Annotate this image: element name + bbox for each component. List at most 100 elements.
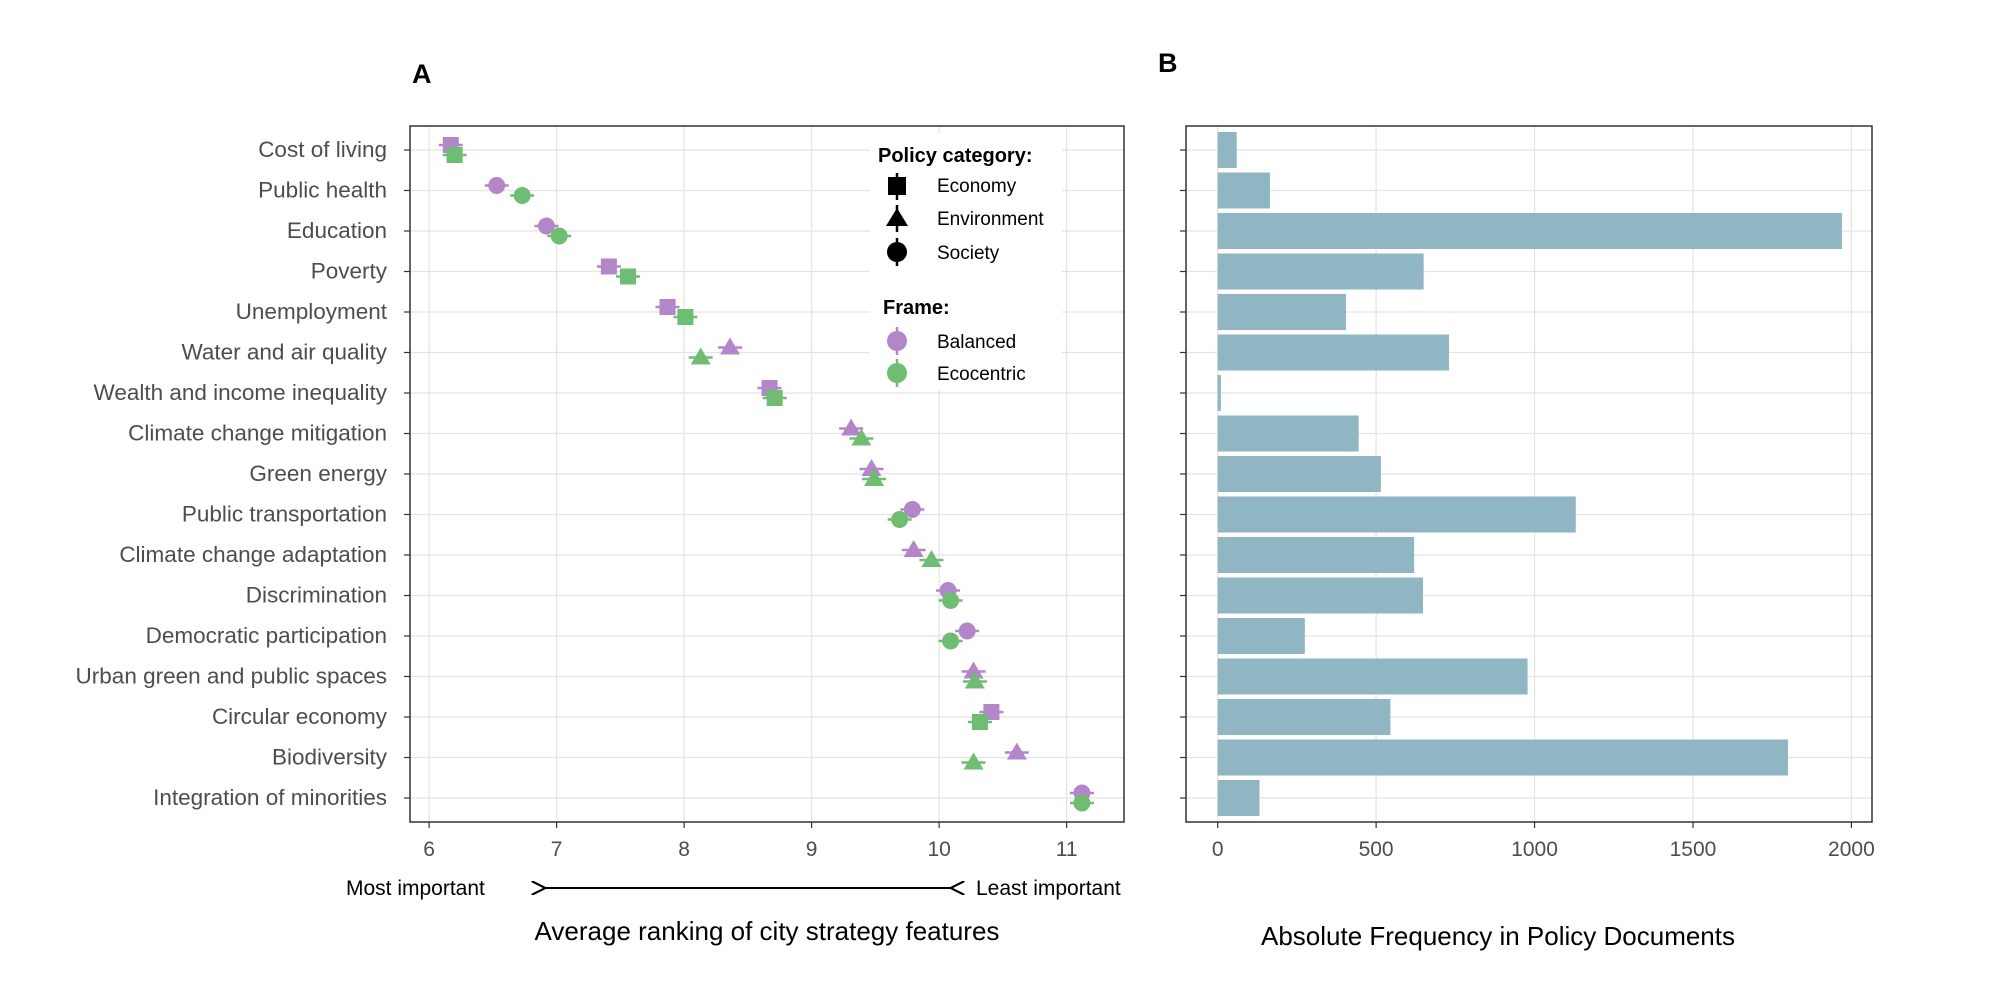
category-label-climate-change-adaptation: Climate change adaptation bbox=[119, 542, 387, 567]
panel-b-x-tick-label: 1500 bbox=[1670, 838, 1717, 861]
panel-a-x-tick-label: 9 bbox=[806, 838, 818, 861]
panel-b-x-tick-label: 2000 bbox=[1828, 838, 1875, 861]
category-label-integration-of-minorities: Integration of minorities bbox=[153, 785, 387, 810]
bar-green-energy bbox=[1217, 456, 1381, 492]
legend-balanced-label: Balanced bbox=[937, 332, 1016, 353]
point-ecocentric-cost-of-living bbox=[446, 147, 463, 163]
panel-a-x-tick-label: 6 bbox=[423, 838, 435, 861]
point-ecocentric-public-transportation bbox=[891, 511, 909, 528]
category-label-unemployment: Unemployment bbox=[236, 299, 388, 324]
category-label-cost-of-living: Cost of living bbox=[258, 137, 387, 162]
legend-environment-label: Environment bbox=[937, 209, 1044, 230]
bar-urban-green-and-public-spaces bbox=[1217, 658, 1528, 695]
point-balanced-climate-change-mitigation bbox=[841, 418, 862, 436]
point-balanced-water-and-air-quality bbox=[720, 337, 741, 355]
legend-economy-square-icon bbox=[888, 177, 906, 195]
legend-environment-triangle-icon bbox=[886, 208, 908, 226]
panel-b-bars bbox=[1217, 132, 1842, 816]
panel-b-x-tick-labels: 0 500 1000 1500 2000 bbox=[1212, 838, 1875, 861]
bar-public-transportation bbox=[1217, 496, 1576, 533]
panel-b-border bbox=[1185, 125, 1873, 823]
point-balanced-unemployment bbox=[659, 299, 676, 315]
legend-economy-label: Economy bbox=[937, 176, 1017, 197]
panel-a-x-axis-title: Average ranking of city strategy feature… bbox=[535, 916, 1000, 946]
point-ecocentric-integration-of-minorities bbox=[1073, 794, 1091, 812]
point-ecocentric-education bbox=[550, 227, 568, 245]
legend-frame-title: Frame: bbox=[883, 297, 950, 319]
point-balanced-climate-change-adaptation bbox=[903, 540, 924, 557]
category-label-water-and-air-quality: Water and air quality bbox=[181, 340, 387, 365]
point-ecocentric-climate-change-adaptation bbox=[921, 550, 942, 567]
legend-society-circle-icon bbox=[887, 242, 907, 262]
bar-wealth-and-income-inequality bbox=[1217, 375, 1221, 411]
panel-a-x-tick-label: 8 bbox=[678, 838, 690, 861]
point-balanced-democratic-participation bbox=[958, 622, 976, 640]
bar-water-and-air-quality bbox=[1217, 334, 1449, 371]
bar-public-health bbox=[1217, 172, 1270, 209]
point-ecocentric-biodiversity bbox=[963, 752, 984, 770]
legend: Policy category: Economy Environment Soc… bbox=[870, 134, 1062, 390]
bar-climate-change-adaptation bbox=[1217, 537, 1415, 573]
panel-a-x-tick-label: 11 bbox=[1056, 838, 1078, 861]
bar-climate-change-mitigation bbox=[1217, 415, 1359, 452]
panel-b-label: B bbox=[1158, 48, 1178, 78]
legend-balanced-swatch bbox=[887, 331, 907, 351]
point-ecocentric-wealth-and-income-inequality bbox=[766, 390, 783, 406]
bar-poverty bbox=[1217, 253, 1424, 290]
point-ecocentric-climate-change-mitigation bbox=[851, 428, 872, 446]
category-label-poverty: Poverty bbox=[311, 259, 388, 284]
most-important-label: Most important bbox=[346, 877, 485, 900]
bar-cost-of-living bbox=[1217, 132, 1237, 168]
panel-a-x-tick-label: 10 bbox=[927, 838, 950, 861]
bar-unemployment bbox=[1217, 294, 1347, 330]
point-balanced-green-energy bbox=[861, 459, 882, 476]
point-balanced-biodiversity bbox=[1006, 742, 1027, 760]
legend-society-label: Society bbox=[937, 243, 1000, 264]
category-label-wealth-and-income-inequality: Wealth and income inequality bbox=[93, 380, 387, 405]
category-label-public-health: Public health bbox=[258, 178, 387, 203]
bar-discrimination bbox=[1217, 577, 1424, 614]
point-ecocentric-circular-economy bbox=[971, 714, 988, 730]
category-label-circular-economy: Circular economy bbox=[212, 704, 388, 729]
category-label-green-energy: Green energy bbox=[249, 461, 387, 486]
category-label-climate-change-mitigation: Climate change mitigation bbox=[128, 421, 387, 446]
panel-a-x-tick-label: 7 bbox=[551, 838, 563, 861]
category-label-urban-green-and-public-spaces: Urban green and public spaces bbox=[76, 664, 387, 689]
category-label-discrimination: Discrimination bbox=[246, 583, 387, 608]
category-label-biodiversity: Biodiversity bbox=[272, 745, 388, 770]
point-balanced-poverty bbox=[600, 258, 617, 275]
panel-b-x-tick-label: 500 bbox=[1359, 838, 1394, 861]
panel-b-x-tick-label: 0 bbox=[1212, 838, 1224, 861]
point-ecocentric-discrimination bbox=[942, 592, 960, 609]
point-ecocentric-unemployment bbox=[677, 309, 694, 325]
point-ecocentric-poverty bbox=[620, 268, 637, 285]
bar-education bbox=[1217, 213, 1842, 249]
point-balanced-education bbox=[537, 217, 555, 235]
panel-b-x-axis-title: Absolute Frequency in Policy Documents bbox=[1261, 921, 1735, 951]
point-ecocentric-green-energy bbox=[864, 469, 885, 486]
legend-ecocentric-label: Ecocentric bbox=[937, 364, 1026, 385]
bar-democratic-participation bbox=[1217, 618, 1305, 654]
bar-circular-economy bbox=[1217, 699, 1391, 735]
point-balanced-urban-green-and-public-spaces bbox=[963, 661, 984, 679]
category-label-public-transportation: Public transportation bbox=[182, 502, 387, 527]
panel-a-border bbox=[409, 125, 1125, 823]
category-label-education: Education bbox=[287, 218, 387, 243]
point-balanced-public-health bbox=[488, 177, 506, 194]
bar-biodiversity bbox=[1217, 739, 1789, 776]
point-ecocentric-public-health bbox=[513, 187, 531, 204]
panel-a-x-tick-labels: 6 7 8 9 10 11 bbox=[423, 838, 1077, 861]
category-label-democratic-participation: Democratic participation bbox=[146, 623, 387, 648]
point-ecocentric-urban-green-and-public-spaces bbox=[964, 671, 985, 689]
least-important-label: Least important bbox=[976, 877, 1121, 900]
panel-a-label: A bbox=[412, 59, 432, 89]
legend-ecocentric-swatch bbox=[887, 363, 907, 383]
panel-b-x-tick-label: 1000 bbox=[1511, 838, 1558, 861]
bar-integration-of-minorities bbox=[1217, 780, 1260, 816]
point-ecocentric-water-and-air-quality bbox=[690, 347, 711, 365]
point-ecocentric-democratic-participation bbox=[942, 632, 960, 650]
panel-a-points bbox=[438, 137, 1094, 812]
point-balanced-public-transportation bbox=[903, 501, 921, 518]
legend-category-title: Policy category: bbox=[878, 145, 1033, 167]
